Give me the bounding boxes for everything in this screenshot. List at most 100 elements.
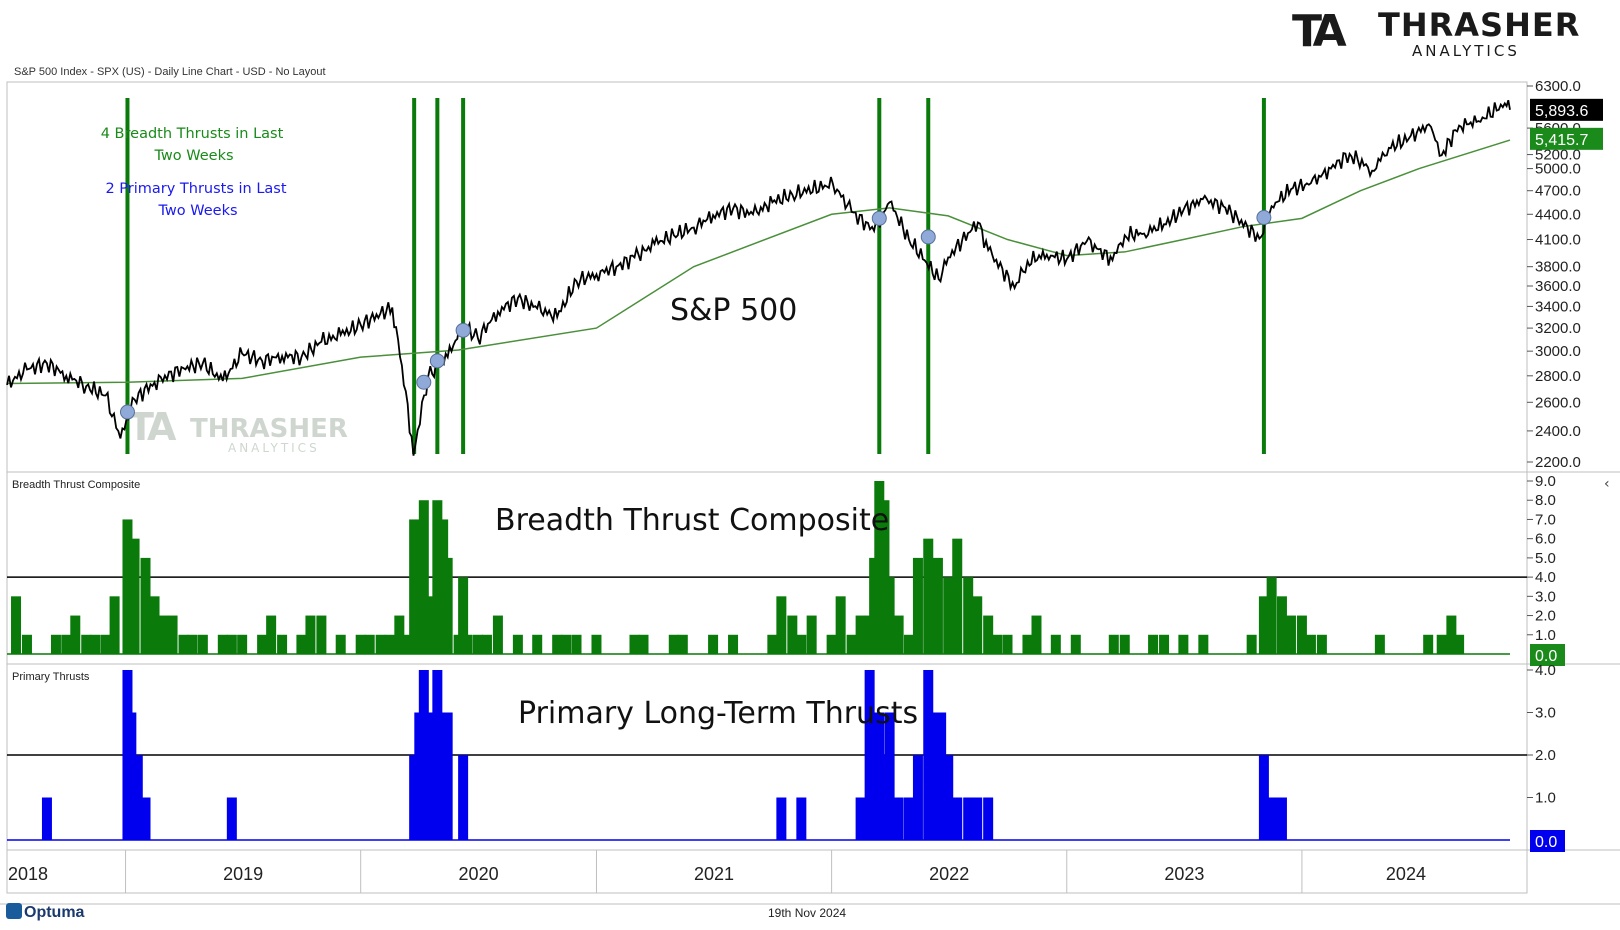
primary-bar: [952, 797, 963, 840]
price-axis-tick-label: 3000.0: [1535, 343, 1581, 360]
breadth-bar: [187, 634, 198, 654]
price-axis-tick-label: 4100.0: [1535, 232, 1581, 249]
breadth-last-value: 0.0: [1535, 648, 1557, 665]
breadth-bar: [884, 577, 895, 654]
primary-bar: [432, 670, 443, 840]
ma-value: 5,415.7: [1535, 132, 1588, 149]
breadth-bar: [943, 577, 954, 654]
breadth-bar: [1159, 634, 1170, 654]
breadth-bar: [423, 596, 434, 654]
breadth-bar: [846, 634, 857, 654]
breadth-bar: [1446, 615, 1457, 654]
breadth-bar: [257, 634, 268, 654]
breadth-bar: [296, 634, 307, 654]
watermark-mark: TA: [128, 405, 177, 449]
breadth-bar: [677, 634, 688, 654]
primary-bar: [140, 797, 151, 840]
breadth-bar: [61, 634, 72, 654]
last-price-badge: [1530, 98, 1603, 121]
breadth-bar: [375, 634, 386, 654]
ma-value-badge: [1530, 127, 1603, 150]
breadth-bar: [992, 634, 1003, 654]
breadth-bar: [638, 634, 649, 654]
breadth-bar: [418, 500, 429, 654]
breadth-bar: [492, 615, 503, 654]
breadth-bar: [806, 615, 817, 654]
breadth-bar: [1246, 634, 1257, 654]
thrust-signal-dot: [429, 353, 445, 369]
breadth-bar: [403, 634, 414, 654]
thrust-signal-dot: [920, 229, 936, 245]
price-axis-tick-label: 2800.0: [1535, 368, 1581, 385]
primary-bar: [423, 712, 434, 840]
breadth-bar: [1050, 634, 1061, 654]
price-axis-tick-label: 3400.0: [1535, 298, 1581, 315]
breadth-bar: [923, 538, 934, 654]
breadth-bar: [826, 634, 837, 654]
breadth-bar: [237, 634, 248, 654]
breadth-last-value-badge: [1530, 644, 1565, 666]
optuma-logo: Optuma: [6, 903, 84, 922]
breadth-bar: [1258, 596, 1269, 654]
breadth-bar: [1022, 634, 1033, 654]
primary-bar: [972, 797, 983, 840]
breadth-bar: [571, 634, 582, 654]
breadth-bar: [787, 615, 798, 654]
breadth-axis-tick-label: 1.0: [1535, 627, 1556, 644]
primary-bar: [884, 712, 895, 840]
thrust-signal-dot: [416, 374, 432, 390]
time-axis-year-label: 2021: [694, 864, 734, 884]
price-axis-tick-label: 6300.0: [1535, 78, 1581, 95]
price-axis-tick-label: 2200.0: [1535, 454, 1581, 471]
sp500-price-line: [6, 99, 1511, 456]
breadth-bar: [1108, 634, 1119, 654]
breadth-bar: [1148, 634, 1159, 654]
breadth-bar: [217, 634, 228, 654]
breadth-bar: [1178, 634, 1189, 654]
breadth-bar: [409, 519, 420, 654]
time-axis-year-label: 2023: [1164, 864, 1204, 884]
time-axis-year-label: 2019: [223, 864, 263, 884]
breadth-bar: [512, 634, 523, 654]
breadth-bar: [1423, 634, 1434, 654]
thrust-signal-dot: [1256, 210, 1272, 226]
breadth-bar: [1031, 615, 1042, 654]
breadth-bar: [629, 634, 640, 654]
breadth-bar: [1305, 634, 1316, 654]
breadth-bar: [122, 519, 133, 654]
time-axis-year-label: 2024: [1386, 864, 1426, 884]
primary-bar: [1269, 797, 1280, 840]
breadth-bar: [432, 500, 443, 654]
chart-header-title: S&P 500 Index - SPX (US) - Daily Line Ch…: [14, 66, 326, 78]
breadth-axis-tick-label: 2.0: [1535, 608, 1556, 625]
footer-date: 19th Nov 2024: [768, 906, 847, 920]
price-axis-tick-label: 3600.0: [1535, 278, 1581, 295]
breadth-bar: [1374, 634, 1385, 654]
breadth-bar: [458, 577, 469, 654]
breadth-bar: [1276, 596, 1287, 654]
breadth-axis-tick-label: 8.0: [1535, 492, 1556, 509]
breadth-bar: [532, 634, 543, 654]
breadth-bar: [1436, 634, 1447, 654]
price-axis-tick-label: 4400.0: [1535, 206, 1581, 223]
breadth-bar: [11, 596, 22, 654]
primary-bar: [893, 797, 904, 840]
breadth-bar: [855, 615, 866, 654]
breadth-axis-tick-label: 6.0: [1535, 531, 1556, 548]
moving-average-line: [6, 139, 1511, 385]
breadth-bar: [708, 634, 719, 654]
logo-subtitle: ANALYTICS: [1412, 42, 1520, 60]
primary-bar: [943, 755, 954, 840]
breadth-bar: [442, 557, 453, 654]
breadth-bar: [335, 634, 346, 654]
watermark-sub: ANALYTICS: [228, 441, 320, 455]
breadth-bar: [1316, 634, 1327, 654]
price-axis-tick-label: 2400.0: [1535, 423, 1581, 440]
breadth-bar: [70, 615, 81, 654]
breadth-bar: [462, 634, 473, 654]
primary-bar: [912, 755, 923, 840]
breadth-bar: [129, 538, 140, 654]
breadth-bar: [384, 634, 395, 654]
breadth-bar: [1119, 634, 1130, 654]
